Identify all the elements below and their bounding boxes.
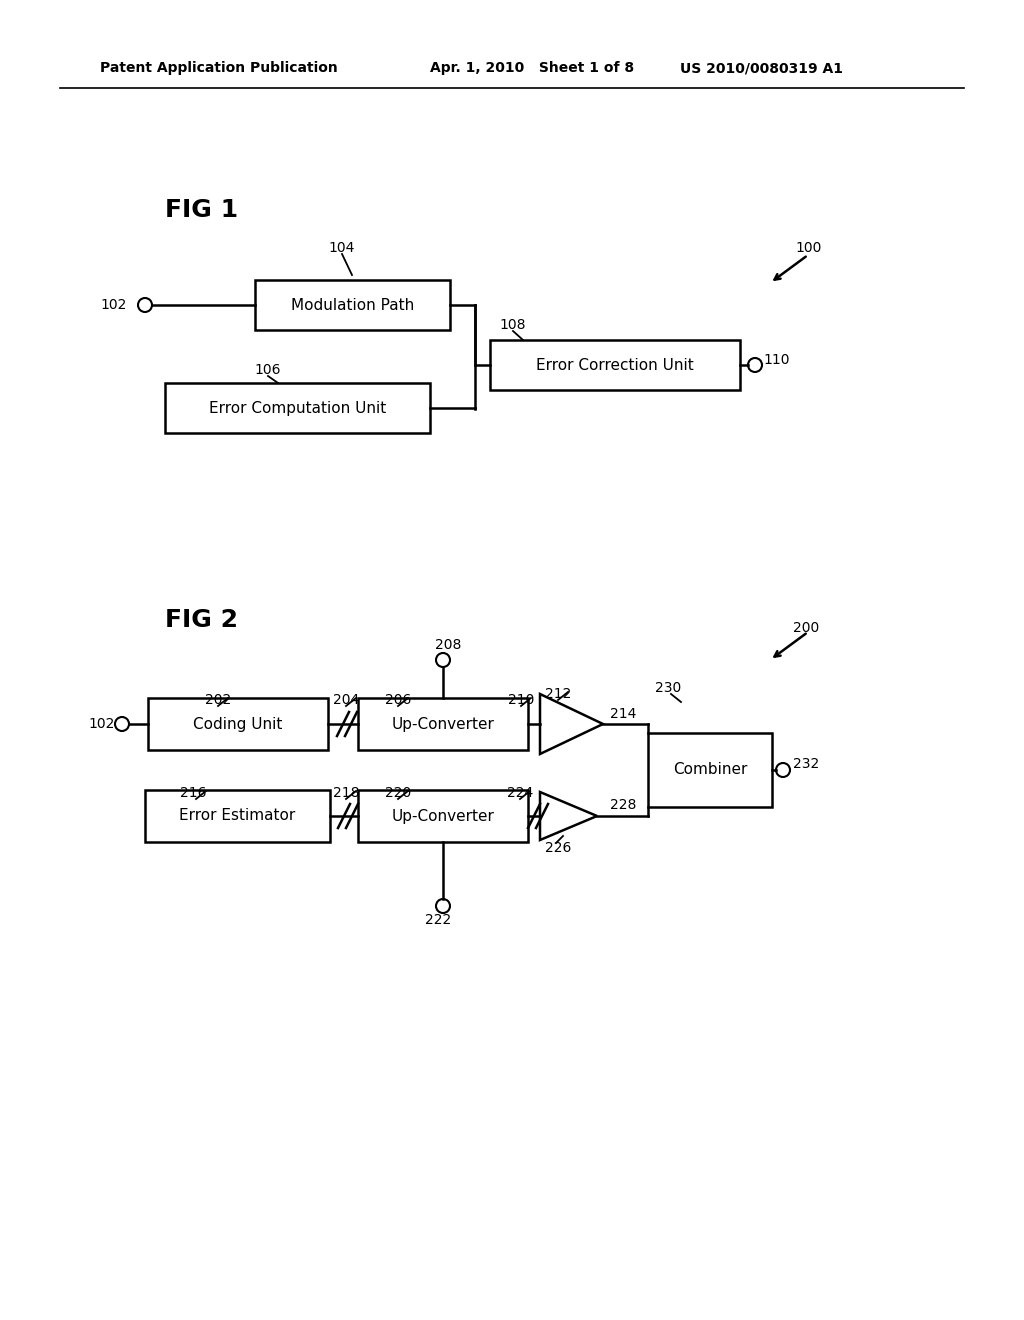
- Text: FIG 2: FIG 2: [165, 609, 238, 632]
- Text: 232: 232: [793, 756, 819, 771]
- Text: Coding Unit: Coding Unit: [194, 717, 283, 731]
- Text: 218: 218: [333, 785, 359, 800]
- Text: 108: 108: [499, 318, 525, 333]
- Text: Combiner: Combiner: [673, 763, 748, 777]
- Text: 216: 216: [180, 785, 207, 800]
- Text: 212: 212: [545, 686, 571, 701]
- Text: FIG 1: FIG 1: [165, 198, 239, 222]
- Text: 202: 202: [205, 693, 231, 708]
- Bar: [255, 280, 450, 330]
- Bar: [490, 341, 740, 389]
- Text: Up-Converter: Up-Converter: [391, 717, 495, 731]
- Text: 210: 210: [508, 693, 535, 708]
- Text: Apr. 1, 2010   Sheet 1 of 8: Apr. 1, 2010 Sheet 1 of 8: [430, 61, 634, 75]
- Text: 220: 220: [385, 785, 412, 800]
- Bar: [145, 789, 330, 842]
- Bar: [358, 698, 528, 750]
- Text: Modulation Path: Modulation Path: [291, 297, 414, 313]
- Text: Error Computation Unit: Error Computation Unit: [209, 400, 386, 416]
- Text: 228: 228: [610, 799, 636, 812]
- Text: Patent Application Publication: Patent Application Publication: [100, 61, 338, 75]
- Text: Error Estimator: Error Estimator: [179, 808, 296, 824]
- Bar: [165, 383, 430, 433]
- Text: 102: 102: [100, 298, 126, 312]
- Text: 204: 204: [333, 693, 359, 708]
- Text: 206: 206: [385, 693, 412, 708]
- Text: 110: 110: [763, 352, 790, 367]
- Text: US 2010/0080319 A1: US 2010/0080319 A1: [680, 61, 843, 75]
- Text: 222: 222: [425, 913, 452, 927]
- Text: 224: 224: [507, 785, 534, 800]
- Text: 208: 208: [435, 638, 462, 652]
- Text: Up-Converter: Up-Converter: [391, 808, 495, 824]
- Text: 106: 106: [254, 363, 281, 378]
- Bar: [358, 789, 528, 842]
- Text: 100: 100: [795, 242, 821, 255]
- Text: Error Correction Unit: Error Correction Unit: [537, 358, 694, 372]
- Text: 104: 104: [328, 242, 354, 255]
- Text: 102: 102: [88, 717, 115, 731]
- Text: 226: 226: [545, 841, 571, 855]
- Text: 200: 200: [793, 620, 819, 635]
- Text: 230: 230: [655, 681, 681, 696]
- Bar: [148, 698, 328, 750]
- Bar: [648, 733, 772, 807]
- Text: 214: 214: [610, 708, 636, 721]
